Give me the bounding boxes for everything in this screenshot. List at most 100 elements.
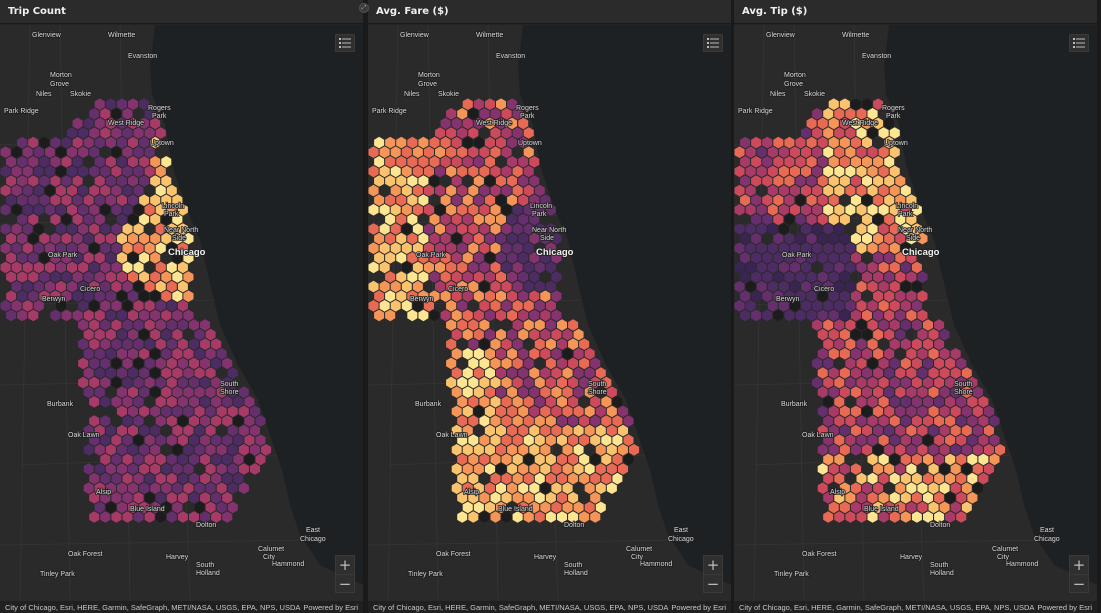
hexbin-cell [573, 463, 584, 475]
zoom-in-button[interactable]: + [704, 556, 722, 574]
place-label: Grove [784, 81, 803, 88]
hexbin-cell [590, 472, 601, 485]
hexbin-cell [407, 271, 418, 283]
hexbin-cell [778, 165, 789, 178]
hexbin-cell [900, 204, 911, 216]
hexbin-cell [801, 261, 812, 274]
hexbin-cell [155, 204, 166, 216]
hexbin-cell [484, 309, 495, 322]
zoom-out-button[interactable]: − [1070, 574, 1088, 593]
hexbin-cell [884, 252, 895, 264]
expand-icon[interactable]: ⤢ [359, 3, 369, 13]
hexbin-cell [177, 357, 188, 370]
hexbin-cell [889, 146, 900, 158]
hexbin-cell [551, 232, 562, 245]
hexbin-cell [78, 280, 89, 293]
map-canvas[interactable]: Glenview WilmetteEvanstonMortonGroveNiles… [368, 25, 731, 601]
hexbin-cell [817, 252, 828, 264]
legend-button[interactable] [335, 34, 355, 52]
map-canvas[interactable]: Glenview WilmetteEvanstonMortonGroveNiles… [734, 25, 1097, 601]
hexbin-cell [144, 376, 155, 389]
hexbin-cell [823, 472, 834, 485]
hexbin-cell [828, 348, 839, 360]
zoom-in-button[interactable]: + [336, 556, 354, 574]
powered-by[interactable]: Powered by Esri [1037, 602, 1092, 612]
hexbin-cell [139, 213, 150, 226]
hexbin-cell [595, 501, 606, 514]
attribution-text[interactable]: City of Chicago, Esri, HERE, Garmin, Saf… [739, 602, 1035, 612]
hexbin-cell [105, 424, 116, 437]
hexbin-cell [507, 290, 518, 302]
hexbin-cell [429, 271, 440, 283]
legend-button[interactable] [1069, 34, 1089, 52]
powered-by[interactable]: Powered by Esri [671, 602, 726, 612]
hexbin-cell [496, 367, 506, 379]
hexbin-cell [568, 492, 579, 504]
hexbin-cell [17, 213, 28, 226]
hexbin-cell [211, 415, 222, 427]
hexbin-cell [33, 261, 44, 274]
plus-icon: + [706, 556, 720, 574]
hexbin-cell [473, 463, 484, 475]
attribution-text[interactable]: City of Chicago, Esri, HERE, Garmin, Saf… [373, 602, 669, 612]
legend-button[interactable] [703, 34, 723, 52]
hexbin-cell [767, 261, 778, 274]
hexbin-cell [155, 453, 166, 466]
hexbin-cell [562, 501, 573, 514]
hexbin-cell [216, 386, 227, 398]
hexbin-cell [396, 290, 407, 302]
hexbin-cell [150, 367, 161, 379]
hexbin-cell [144, 127, 155, 139]
hexbin-cell [100, 127, 111, 139]
hexbin-cell [462, 232, 473, 245]
hexbin-cell [94, 175, 105, 187]
hexbin-cell [767, 184, 778, 197]
plus-icon: + [338, 556, 352, 574]
hexbin-cell [812, 204, 823, 216]
hexbin-cell [839, 232, 850, 245]
hexbin-cell [507, 98, 518, 110]
hexbin-cell [177, 204, 188, 216]
hexbin-cell [150, 309, 161, 322]
hexbin-cell [523, 472, 534, 485]
hexbin-cell [590, 396, 601, 408]
hexbin-cell [551, 405, 562, 418]
hexbin-cell [523, 165, 534, 178]
hexbin-cell [584, 405, 595, 418]
hexbin-cell [407, 136, 418, 149]
hexbin-cell [244, 415, 255, 427]
hexbin-cell [595, 463, 606, 475]
hexbin-cell [122, 396, 133, 408]
attribution-text[interactable]: City of Chicago, Esri, HERE, Garmin, Saf… [5, 602, 301, 612]
hexbin-cell [83, 348, 94, 360]
hexbin-cell [862, 194, 872, 206]
zoom-out-button[interactable]: − [704, 574, 722, 593]
zoom-out-button[interactable]: − [336, 574, 354, 593]
place-label: Burbank [415, 401, 442, 408]
hexbin-cell [523, 396, 534, 408]
hexbin-cell [523, 492, 534, 504]
powered-by[interactable]: Powered by Esri [303, 602, 358, 612]
hexbin-cell [895, 444, 906, 456]
hexbin-cell [479, 261, 490, 274]
hexbin-cell [128, 194, 138, 206]
hexbin-cell [418, 175, 429, 187]
map-view[interactable]: Glenview Wilmette Evanston Morton Grove Niles… [0, 25, 363, 601]
hexbin-cell [856, 300, 867, 312]
zoom-in-button[interactable]: + [1070, 556, 1088, 574]
hexbin-cell [122, 338, 133, 350]
map-view[interactable]: Glenview Wilmette Evanston Morton Grove Niles… [734, 25, 1097, 601]
hexbin-cell [534, 396, 545, 408]
hexbin-cell [828, 213, 839, 226]
hexbin-cell [451, 252, 462, 264]
hexbin-cell [496, 98, 506, 110]
hexbin-cell [122, 376, 133, 389]
hexbin-cell [144, 434, 155, 446]
hexbin-cell [889, 376, 900, 389]
hexbin-cell [83, 424, 94, 437]
place-label: Oak Park [48, 252, 78, 259]
hexbin-cell [144, 319, 155, 331]
map-view[interactable]: Glenview Wilmette Evanston Morton Grove Niles… [368, 25, 731, 601]
map-canvas[interactable]: Glenview WilmetteEvanstonMortonGroveNiles… [0, 25, 363, 601]
hexbin-cell [133, 319, 144, 331]
